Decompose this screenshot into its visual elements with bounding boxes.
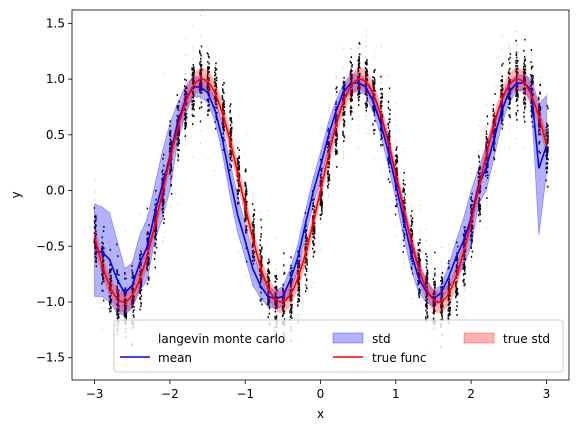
y-tick-label: 1.0 xyxy=(46,72,65,86)
y-tick-label: 0.5 xyxy=(46,128,65,142)
legend: langevin monte carlo mean std true func … xyxy=(113,319,564,373)
plot-area xyxy=(93,15,549,370)
x-tick-label: 1 xyxy=(392,387,400,401)
legend-box xyxy=(113,319,564,373)
y-tick-label: −1.0 xyxy=(36,295,65,309)
legend-label-true-std: true std xyxy=(503,332,550,346)
legend-entry-true-std: true std xyxy=(463,332,550,346)
x-tick-label: −2 xyxy=(161,387,179,401)
samples-layer xyxy=(93,15,549,370)
legend-label-std: std xyxy=(372,332,391,346)
legend-entry-mean: mean xyxy=(120,351,192,365)
legend-label-mean: mean xyxy=(158,351,192,365)
legend-swatch-std xyxy=(332,332,364,344)
y-tick-label: 1.5 xyxy=(46,16,65,30)
y-axis: −1.5 −1.0 −0.5 0.0 0.5 1.0 1.5 xyxy=(36,16,72,365)
x-axis-label: x xyxy=(317,407,324,421)
y-tick-label: 0.0 xyxy=(46,184,65,198)
legend-entry-true-func: true func xyxy=(333,351,426,365)
std-band xyxy=(94,73,547,316)
legend-entry-std: std xyxy=(332,332,391,346)
legend-swatch-true-std xyxy=(463,332,495,344)
y-axis-label: y xyxy=(9,191,23,198)
x-tick-label: 3 xyxy=(543,387,551,401)
langevin-samples xyxy=(93,38,549,348)
true-func-line xyxy=(93,78,548,303)
y-tick-label: −1.5 xyxy=(36,351,65,365)
x-axis: −3 −2 −1 0 1 2 3 xyxy=(86,380,550,401)
lines-layer xyxy=(93,78,548,303)
legend-entry-langevin: langevin monte carlo xyxy=(158,332,285,346)
x-tick-label: −1 xyxy=(236,387,254,401)
x-tick-label: −3 xyxy=(86,387,104,401)
y-tick-label: −0.5 xyxy=(36,239,65,253)
legend-label-langevin: langevin monte carlo xyxy=(158,332,285,346)
legend-label-true-func: true func xyxy=(372,351,426,365)
x-tick-label: 0 xyxy=(317,387,325,401)
x-tick-label: 2 xyxy=(467,387,475,401)
